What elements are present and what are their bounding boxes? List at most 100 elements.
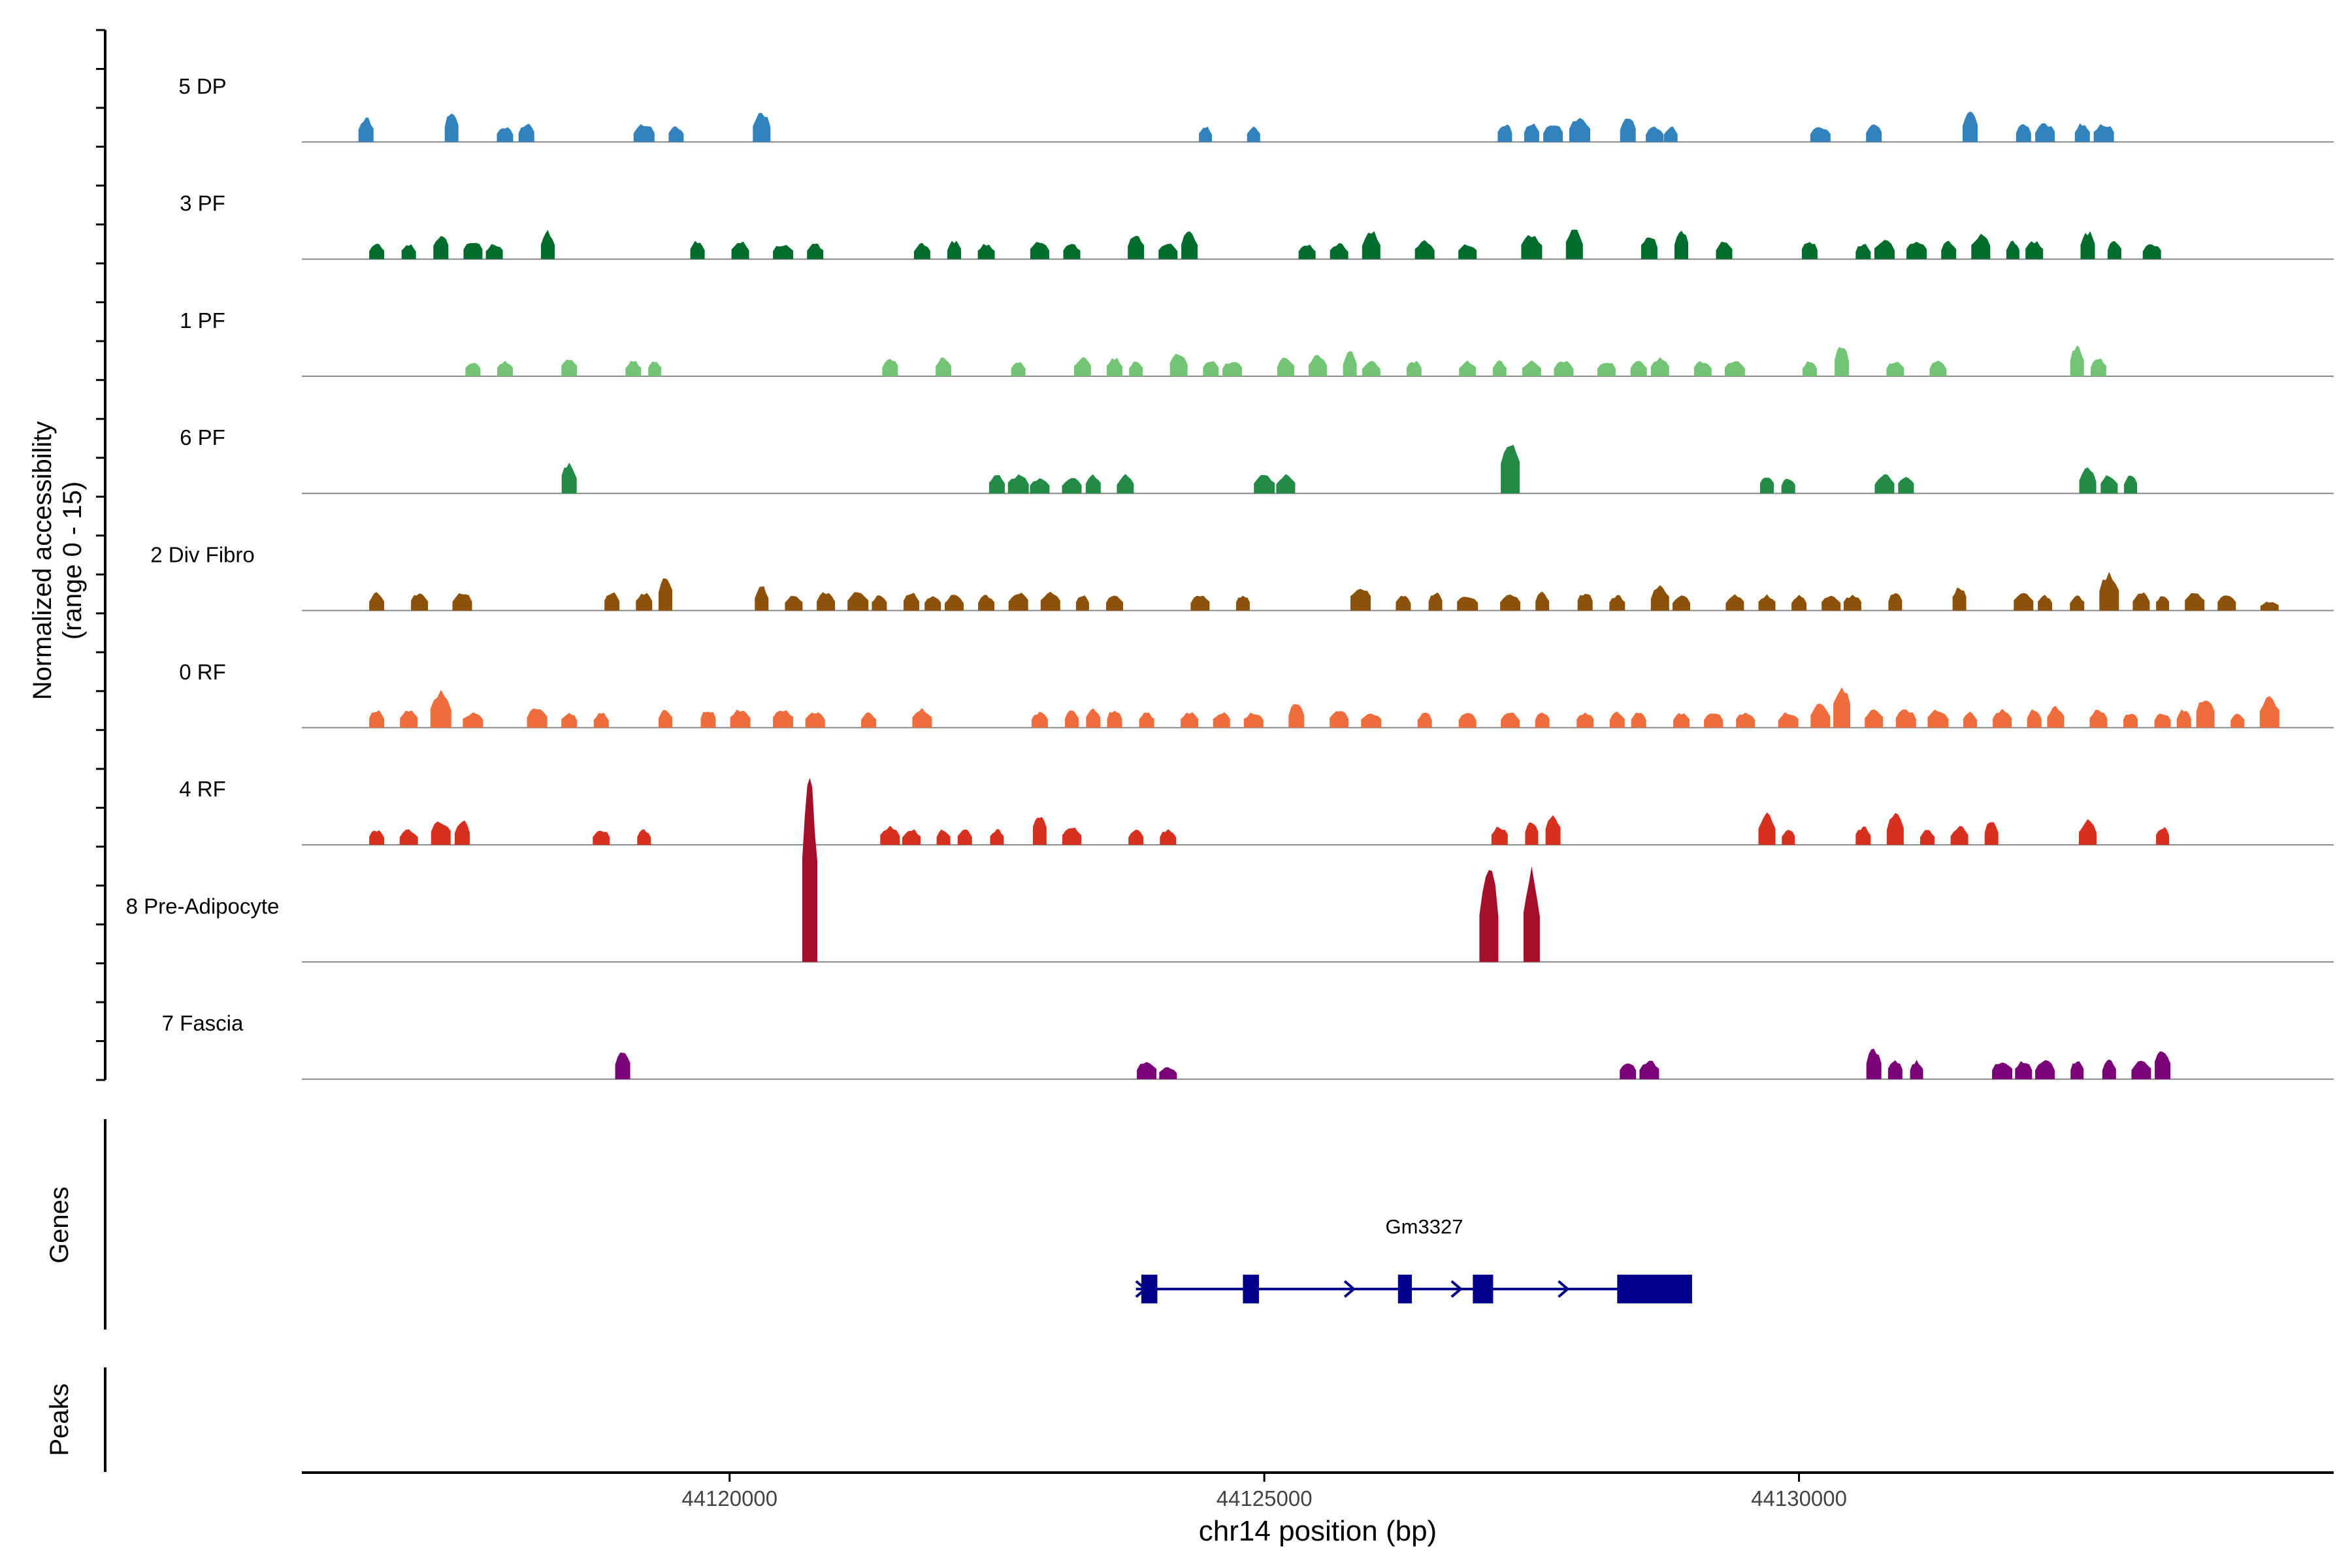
coverage-peak	[1137, 1062, 1157, 1079]
coverage-peak	[1639, 1060, 1659, 1079]
coverage-peak	[485, 244, 503, 259]
coverage-peak	[2079, 467, 2097, 494]
coverage-peak	[872, 595, 887, 611]
coverage-peak	[957, 829, 972, 845]
coverage-peak	[1855, 244, 1871, 259]
coverage-peak	[1203, 361, 1219, 376]
coverage-peak	[1128, 829, 1144, 845]
coverage-peak	[805, 712, 825, 728]
coverage-peak	[1330, 711, 1349, 728]
coverage-peak	[1309, 355, 1327, 376]
coverage-peak	[1106, 595, 1123, 611]
coverage-peak	[1630, 361, 1647, 376]
coverage-peak	[1247, 126, 1260, 142]
coverage-peak	[1491, 826, 1508, 845]
gene-exon	[1397, 1275, 1413, 1303]
coverage-peak	[690, 240, 705, 259]
coverage-peak	[2142, 244, 2161, 259]
coverage-peak	[1213, 712, 1230, 728]
coverage-peak	[2132, 592, 2150, 611]
coverage-peak	[1062, 478, 1082, 494]
coverage-peak	[1350, 589, 1371, 611]
coverage-peak	[2124, 475, 2137, 494]
coverage-peak	[1254, 475, 1275, 494]
coverage-peak	[1952, 587, 1967, 611]
coverage-peak	[1277, 357, 1294, 376]
y-axis-range-label: (range 0 - 15)	[58, 482, 87, 640]
coverage-peak	[1129, 361, 1143, 376]
coverage-peak	[2074, 123, 2090, 142]
coverage-peak	[463, 712, 483, 728]
coverage-peak	[1158, 244, 1178, 259]
coverage-peak	[633, 124, 655, 142]
coverage-peak	[400, 710, 418, 728]
coverage-peak	[1620, 1063, 1637, 1079]
coverage-peak	[2156, 826, 2170, 845]
coverage-peak	[1758, 812, 1776, 845]
coverage-peak	[1569, 118, 1590, 142]
coverage-peak	[1782, 830, 1795, 845]
coverage-peak	[1597, 363, 1616, 376]
coverage-peak	[1886, 361, 1904, 376]
coverage-peak	[1887, 1060, 1903, 1079]
coverage-peak	[2156, 596, 2170, 611]
track-label: 4 RF	[179, 777, 226, 801]
track-label: 2 Div Fibro	[150, 543, 255, 567]
coverage-peak	[2070, 1061, 2084, 1079]
coverage-peak	[913, 242, 930, 259]
coverage-peak	[1866, 1049, 1882, 1079]
coverage-peak	[2070, 345, 2084, 376]
coverage-peak	[1276, 474, 1296, 494]
coverage-peak	[561, 359, 578, 376]
coverage-peak	[1910, 1060, 1923, 1079]
coverage-peak	[2025, 241, 2044, 259]
coverage-peak	[444, 113, 459, 142]
coverage-peak	[604, 592, 620, 611]
coverage-peak	[2080, 231, 2095, 259]
coverage-peak	[1609, 595, 1625, 611]
coverage-peak	[785, 596, 803, 611]
coverage-peak	[433, 236, 449, 259]
coverage-peak	[1609, 711, 1625, 728]
coverage-peak	[1577, 594, 1593, 611]
coverage-peak	[1781, 478, 1795, 494]
coverage-peak	[1984, 822, 1999, 845]
coverage-peak	[1181, 231, 1198, 259]
coverage-peak	[1128, 235, 1145, 259]
coverage-peak	[1288, 704, 1305, 728]
coverage-peak	[2131, 1060, 2151, 1079]
coverage-peak	[636, 593, 653, 611]
gene-model: Gm3327	[1135, 1215, 1692, 1303]
coverage-peak	[1650, 585, 1669, 611]
coverage-peak	[2047, 706, 2065, 728]
coverage-peak	[1030, 242, 1049, 259]
coverage-peak	[1802, 361, 1817, 376]
coverage-peak	[1117, 474, 1134, 494]
coverage-peak	[2259, 696, 2279, 728]
coverage-peak	[1181, 712, 1199, 728]
coverage-peak	[2027, 709, 2042, 728]
track-label: 6 PF	[180, 425, 225, 449]
track-label: 7 Fascia	[162, 1011, 244, 1036]
coverage-peak	[2100, 475, 2118, 494]
coverage-peak	[411, 593, 429, 611]
coverage-peak	[1169, 353, 1188, 376]
coverage-peak	[1554, 361, 1574, 376]
coverage-peak	[1992, 1062, 2013, 1079]
coverage-peak	[593, 712, 609, 728]
coverage-peak	[1906, 242, 1927, 259]
coverage-peak	[1062, 827, 1081, 845]
coverage-peak	[2176, 709, 2191, 728]
coverage-peak	[847, 592, 869, 611]
coverage-peak	[1086, 708, 1101, 728]
coverage-peak	[861, 712, 876, 728]
coverage-peak	[1673, 595, 1690, 611]
coverage-peak	[1030, 478, 1050, 494]
coverage-peak	[990, 829, 1004, 845]
coverage-peak	[1524, 123, 1539, 142]
coverage-peak	[1501, 444, 1520, 494]
track-7-fascia: 7 Fascia	[162, 1011, 2334, 1080]
coverage-peak	[1361, 713, 1382, 728]
coverage-peak	[659, 578, 672, 611]
coverage-peak	[2217, 595, 2236, 611]
